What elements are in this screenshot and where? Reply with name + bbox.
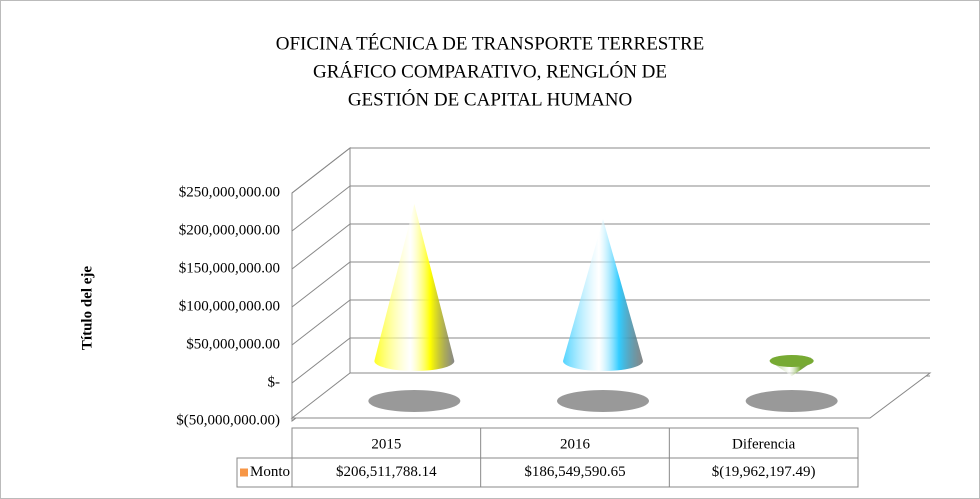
shadow <box>557 390 649 412</box>
x-tick-label: 2015 <box>371 436 401 452</box>
cone <box>563 219 643 371</box>
grid-line <box>291 223 930 270</box>
y-tick-label: $(50,000,000.00) <box>176 412 280 428</box>
data-label: $186,549,590.65 <box>524 464 625 480</box>
shadow <box>368 390 461 412</box>
data-label: $206,511,788.14 <box>336 464 437 480</box>
legend-swatch <box>240 468 248 477</box>
shadow <box>745 390 838 412</box>
grid-line <box>291 261 930 308</box>
y-tick-label: $250,000,000.00 <box>179 184 280 200</box>
y-axis-label: Título del eje <box>79 266 95 350</box>
chart-title: GESTIÓN DE CAPITAL HUMANO <box>348 88 632 110</box>
x-tick-label: 2016 <box>560 436 591 452</box>
y-tick-label: $100,000,000.00 <box>179 298 280 314</box>
data-label: $(19,962,197.49) <box>712 464 816 480</box>
legend-label: Monto <box>250 464 290 480</box>
chart-title: OFICINA TÉCNICA DE TRANSPORTE TERRESTRE <box>276 32 705 54</box>
y-tick-label: $150,000,000.00 <box>179 260 280 276</box>
x-tick-label: Diferencia <box>732 436 796 452</box>
y-tick-label: $200,000,000.00 <box>179 222 280 238</box>
grid-line <box>291 185 930 232</box>
table-cell <box>236 457 859 488</box>
grid-line <box>291 337 930 384</box>
y-tick-label: $50,000,000.00 <box>186 336 280 352</box>
grid-line <box>291 299 930 346</box>
cone <box>374 204 455 372</box>
cone-top <box>769 355 814 367</box>
grid-line <box>291 147 930 194</box>
y-tick-label: $- <box>268 374 281 390</box>
chart-title: GRÁFICO COMPARATIVO, RENGLÓN DE <box>313 60 667 82</box>
